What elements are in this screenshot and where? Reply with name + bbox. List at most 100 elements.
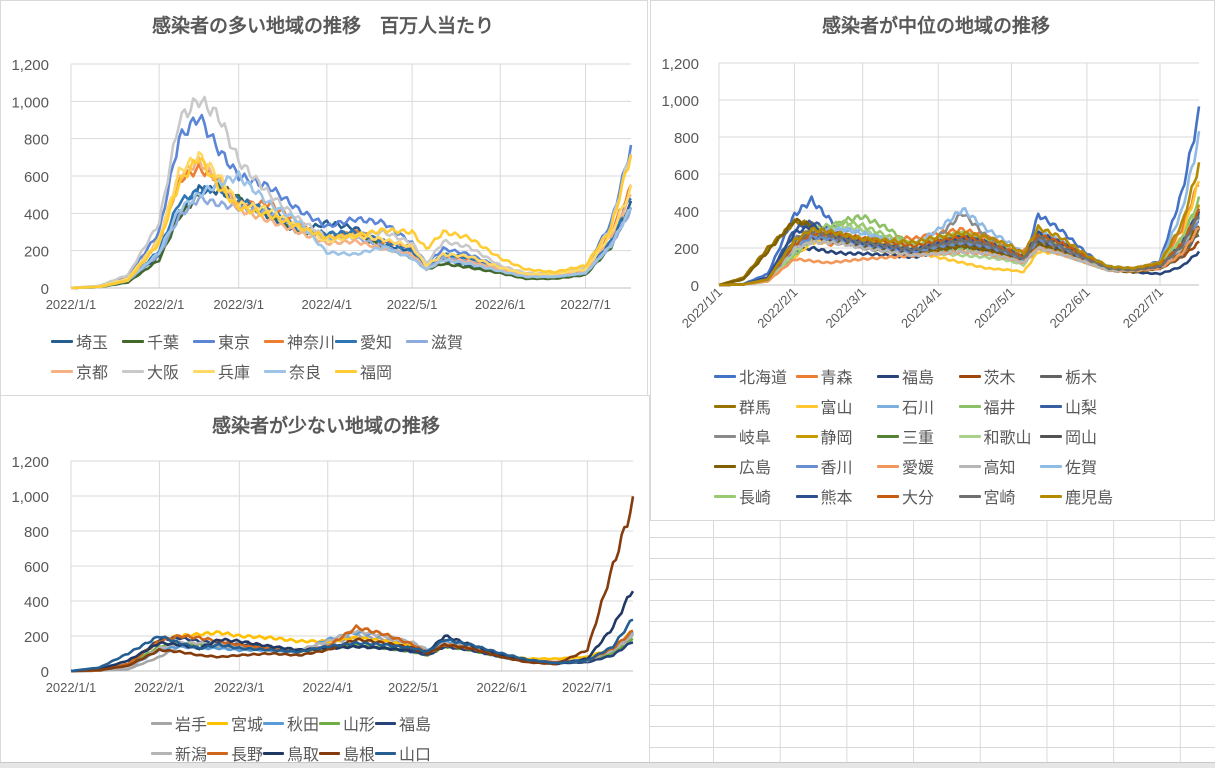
legend-item[interactable]: 島根: [319, 738, 375, 768]
legend-label: 香川: [820, 458, 853, 477]
y-tick-label: 0: [691, 278, 699, 295]
plot-area: 0 200 400 600 800 1,000 1,200 2022/1/1 2022/2/1 2…: [11, 57, 633, 312]
legend-item[interactable]: 広島: [714, 451, 796, 481]
legend-item[interactable]: 新潟: [151, 738, 207, 768]
legend-label: 福岡: [360, 363, 393, 382]
legend-item[interactable]: 北海道: [714, 361, 796, 391]
legend-item[interactable]: 愛媛: [877, 451, 959, 481]
legend-item[interactable]: 滋賀: [406, 326, 477, 356]
series-line-神奈川[interactable]: [70, 162, 633, 290]
legend-line-icon: [958, 464, 981, 468]
legend-item[interactable]: 山梨: [1040, 391, 1122, 421]
legend-item[interactable]: 埼玉: [51, 326, 122, 356]
series-line-京都[interactable]: [70, 156, 632, 290]
y-tick-label: 1,000: [11, 94, 49, 111]
legend-line-icon: [207, 751, 228, 755]
legend-item[interactable]: 石川: [877, 391, 959, 421]
legend-line-icon: [714, 374, 736, 378]
legend-item[interactable]: 長崎: [714, 481, 796, 511]
y-tick-label: 800: [24, 524, 49, 541]
y-tick-label: 600: [674, 167, 699, 184]
chart-high-infection-regions[interactable]: 0 200 400 600 800 1,000 1,200 2022/1/1 2022/2/1 2…: [0, 0, 648, 396]
legend-label: 岐阜: [739, 428, 772, 447]
legend-item[interactable]: 岐阜: [714, 421, 796, 451]
series-line-山口[interactable]: [70, 618, 634, 673]
legend-line-icon: [714, 434, 736, 438]
legend-line-icon: [877, 434, 899, 438]
legend-line-icon: [714, 464, 736, 468]
series-line-兵庫[interactable]: [70, 150, 633, 290]
legend-line-icon: [207, 721, 228, 725]
legend-label: 和歌山: [983, 428, 1032, 447]
legend-item[interactable]: 鳥取: [263, 738, 319, 768]
legend-item[interactable]: 京都: [51, 356, 122, 386]
legend-item[interactable]: 岩手: [151, 708, 207, 738]
legend-line-icon: [319, 751, 340, 755]
chart-low-infection-regions[interactable]: 0 200 400 600 800 1,000 1,200 2022/1/1 2022/2/1 2…: [0, 395, 650, 764]
legend-item[interactable]: 和歌山: [958, 421, 1041, 451]
legend-item[interactable]: 大分: [877, 481, 959, 511]
legend-item[interactable]: 愛知: [335, 326, 406, 356]
legend-line-icon: [51, 369, 73, 373]
series-line-鹿児島[interactable]: [718, 162, 1201, 287]
x-tick-label: 2022/1/1: [46, 680, 97, 695]
legend-item[interactable]: 青森: [795, 361, 878, 391]
legend-item[interactable]: 福島: [375, 708, 431, 738]
legend-item[interactable]: 福井: [958, 391, 1041, 421]
legend-item[interactable]: 宮崎: [958, 481, 1041, 511]
chart-mid-infection-regions[interactable]: 0 200 400 600 800 1,000 1,200 2022/1/1 2022/2/1 2…: [650, 0, 1215, 521]
legend-item[interactable]: 千葉: [122, 326, 193, 356]
series-line-宮崎[interactable]: [718, 216, 1200, 287]
legend-item[interactable]: 栃木: [1040, 361, 1122, 391]
legend-label: 広島: [739, 458, 772, 477]
legend-item[interactable]: 奈良: [264, 356, 335, 386]
legend-line-icon: [263, 751, 284, 755]
y-tick-label: 400: [674, 204, 699, 221]
legend-item[interactable]: 山形: [319, 708, 375, 738]
legend-item[interactable]: 長野: [207, 738, 263, 768]
legend-line-icon: [1040, 374, 1062, 378]
y-tick-label: 200: [24, 244, 49, 261]
legend-item[interactable]: 秋田: [263, 708, 319, 738]
legend-item[interactable]: 富山: [795, 391, 878, 421]
series-line-奈良[interactable]: [70, 170, 632, 290]
legend-label: 兵庫: [218, 363, 251, 382]
legend-item[interactable]: 香川: [795, 451, 878, 481]
legend-label: 東京: [218, 333, 251, 352]
legend-label: 埼玉: [76, 333, 109, 352]
legend-line-icon: [877, 404, 899, 408]
y-tick-label: 1,000: [11, 489, 49, 506]
legend-item[interactable]: 山口: [375, 738, 431, 768]
legend-item[interactable]: 福岡: [335, 356, 406, 386]
legend-label: 山口: [398, 745, 431, 764]
legend-label: 栃木: [1065, 368, 1098, 387]
series-line-福岡[interactable]: [70, 154, 633, 290]
legend-line-icon: [795, 404, 818, 408]
legend-item[interactable]: 茨木: [958, 361, 1041, 391]
horizontal-scrollbar[interactable]: [0, 762, 1215, 768]
plot-area: 0 200 400 600 800 1,000 1,200 2022/1/1 2022/2/1 2…: [11, 454, 635, 695]
legend-item[interactable]: 兵庫: [193, 356, 264, 386]
legend-item[interactable]: 福島: [877, 361, 959, 391]
legend-label: 富山: [820, 398, 853, 417]
legend-line-icon: [319, 721, 340, 725]
y-tick-label: 200: [674, 241, 699, 258]
legend-item[interactable]: 岡山: [1040, 421, 1122, 451]
legend-item[interactable]: 三重: [877, 421, 959, 451]
legend-item[interactable]: 大阪: [122, 356, 193, 386]
legend-item[interactable]: 東京: [193, 326, 264, 356]
series-line-大分[interactable]: [718, 208, 1201, 287]
legend-item[interactable]: 静岡: [795, 421, 878, 451]
legend-line-icon: [335, 339, 357, 343]
legend-label: 奈良: [289, 363, 322, 382]
legend-item[interactable]: 群馬: [714, 391, 796, 421]
legend-item[interactable]: 高知: [958, 451, 1041, 481]
spreadsheet-grid[interactable]: [650, 520, 1215, 767]
legend-item[interactable]: 佐賀: [1040, 451, 1122, 481]
legend-item[interactable]: 熊本: [795, 481, 878, 511]
legend-item[interactable]: 神奈川: [264, 326, 335, 356]
legend-item[interactable]: 鹿児島: [1040, 481, 1122, 511]
plot-area: 0 200 400 600 800 1,000 1,200 2022/1/1 2022/2/1 2…: [661, 56, 1201, 331]
y-tick-label: 200: [24, 629, 49, 646]
legend-item[interactable]: 宮城: [207, 708, 263, 738]
